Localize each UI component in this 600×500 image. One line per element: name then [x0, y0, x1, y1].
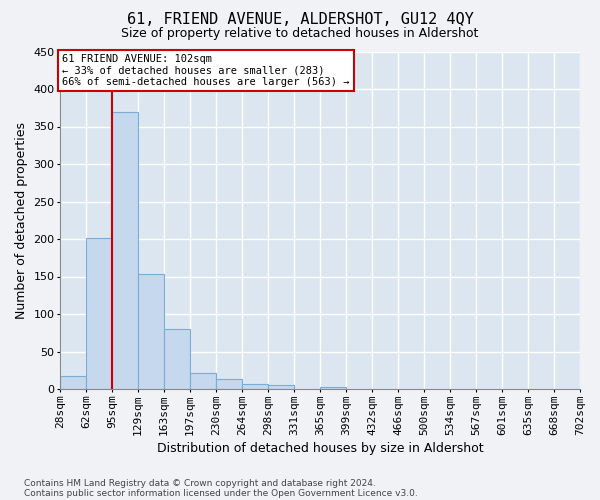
Bar	[60, 376, 86, 389]
Text: Contains HM Land Registry data © Crown copyright and database right 2024.: Contains HM Land Registry data © Crown c…	[24, 478, 376, 488]
Y-axis label: Number of detached properties: Number of detached properties	[15, 122, 28, 319]
Text: 61, FRIEND AVENUE, ALDERSHOT, GU12 4QY: 61, FRIEND AVENUE, ALDERSHOT, GU12 4QY	[127, 12, 473, 28]
Text: Size of property relative to detached houses in Aldershot: Size of property relative to detached ho…	[121, 28, 479, 40]
Bar	[86, 238, 112, 389]
Bar	[112, 112, 138, 389]
Bar	[242, 384, 268, 389]
Text: Contains public sector information licensed under the Open Government Licence v3: Contains public sector information licen…	[24, 488, 418, 498]
Bar	[216, 378, 242, 389]
Text: 61 FRIEND AVENUE: 102sqm
← 33% of detached houses are smaller (283)
66% of semi-: 61 FRIEND AVENUE: 102sqm ← 33% of detach…	[62, 54, 350, 87]
Bar	[138, 274, 164, 389]
Bar	[320, 387, 346, 389]
X-axis label: Distribution of detached houses by size in Aldershot: Distribution of detached houses by size …	[157, 442, 484, 455]
Bar	[164, 329, 190, 389]
Bar	[268, 384, 294, 389]
Bar	[190, 373, 216, 389]
